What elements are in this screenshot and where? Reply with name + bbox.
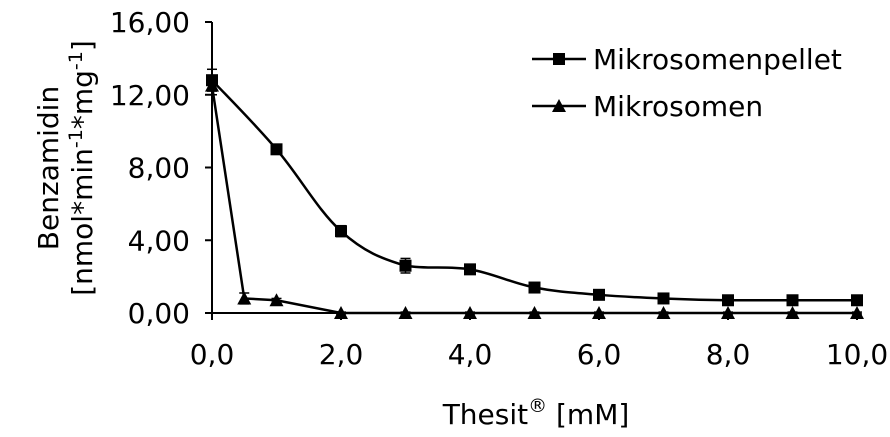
data-point-square bbox=[722, 294, 734, 306]
legend-label-mikrosomen: Mikrosomen bbox=[593, 90, 763, 123]
data-point-square bbox=[787, 294, 799, 306]
y-tick-label: 4,00 bbox=[128, 224, 190, 257]
x-axis-title: Thesit® [mM] bbox=[442, 395, 630, 431]
x-tick-label: 8,0 bbox=[706, 338, 751, 371]
data-point-square bbox=[335, 225, 347, 237]
legend-marker-square bbox=[553, 53, 565, 65]
x-tick-label: 0,0 bbox=[190, 338, 235, 371]
ylabel-part-c: ] bbox=[66, 40, 99, 51]
ylabel-part-b: *mg bbox=[66, 70, 99, 129]
ylabel-part-a: [nmol*min bbox=[66, 148, 99, 296]
data-point-square bbox=[593, 289, 605, 301]
data-point-square bbox=[851, 294, 863, 306]
legend-entry-mikrosomen: Mikrosomen bbox=[532, 90, 763, 123]
xlabel-part-b: [mM] bbox=[547, 398, 629, 431]
x-tick-label: 6,0 bbox=[577, 338, 622, 371]
ylabel-sup-1: -1 bbox=[65, 129, 87, 148]
legend-label-mikrosomenpellet: Mikrosomenpellet bbox=[593, 43, 842, 76]
legend: Mikrosomenpellet Mikrosomen bbox=[532, 43, 842, 123]
x-tick-label: 10,0 bbox=[826, 338, 888, 371]
data-point-square bbox=[400, 260, 412, 272]
y-axis-title-line2: [nmol*min-1*mg-1] bbox=[65, 40, 99, 296]
x-tick-label: 4,0 bbox=[448, 338, 493, 371]
y-tick-label: 16,00 bbox=[110, 6, 190, 39]
x-tick-label: 2,0 bbox=[319, 338, 364, 371]
y-tick-label: 12,00 bbox=[110, 79, 190, 112]
y-ticks: 0,00 4,00 8,00 12,00 16,00 bbox=[110, 6, 212, 330]
x-ticks: 0,0 2,0 4,0 6,0 8,0 10,0 bbox=[190, 313, 888, 371]
data-point-square bbox=[658, 292, 670, 304]
xlabel-sup-registered: ® bbox=[528, 395, 547, 417]
y-tick-label: 8,00 bbox=[128, 152, 190, 185]
y-axis-title-line1: Benzamidin bbox=[32, 86, 65, 250]
y-axis-title: Benzamidin [nmol*min-1*mg-1] bbox=[32, 40, 99, 296]
data-point-square bbox=[529, 282, 541, 294]
ylabel-sup-2: -1 bbox=[65, 51, 87, 70]
data-point-square bbox=[271, 143, 283, 155]
data-point-square bbox=[464, 263, 476, 275]
y-tick-label: 0,00 bbox=[128, 297, 190, 330]
legend-entry-mikrosomenpellet: Mikrosomenpellet bbox=[532, 43, 842, 76]
xlabel-part-a: Thesit bbox=[442, 398, 528, 431]
